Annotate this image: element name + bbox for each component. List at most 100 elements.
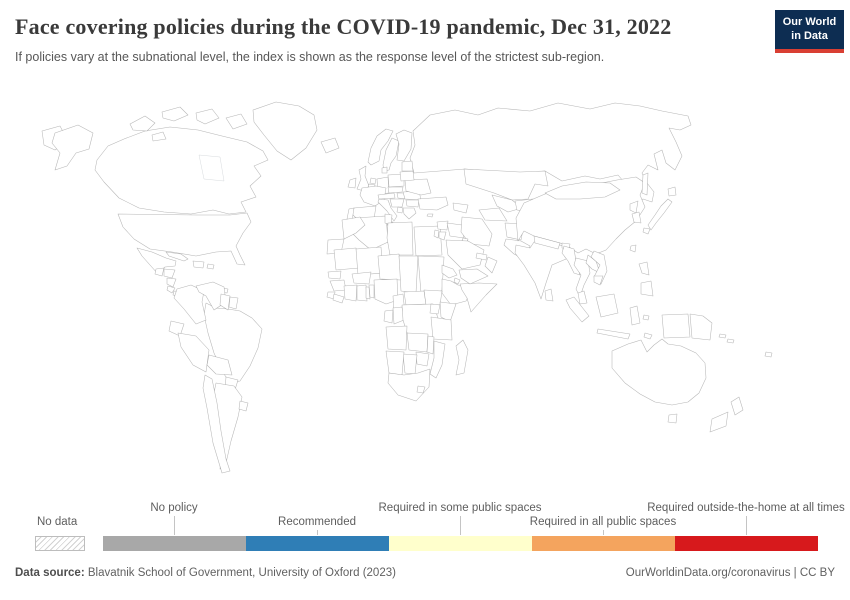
country-angola[interactable]	[385, 325, 408, 351]
country-saudi-arabia[interactable]	[445, 239, 485, 270]
country-jordan[interactable]	[438, 231, 447, 241]
country-russia[interactable]	[409, 102, 692, 203]
country-benin[interactable]	[368, 284, 375, 299]
country-venezuela[interactable]	[195, 281, 227, 311]
country-syria[interactable]	[436, 220, 449, 231]
country-greenland[interactable]	[252, 101, 318, 161]
country-uzbekistan[interactable]	[491, 194, 523, 213]
country-cambodia[interactable]	[593, 275, 604, 286]
country-sudan[interactable]	[417, 255, 445, 294]
owid-logo[interactable]: Our World in Data	[775, 10, 844, 53]
legend-segment-all-public[interactable]	[532, 536, 675, 551]
country-philippines-mindanao[interactable]	[640, 280, 654, 297]
country-sri-lanka[interactable]	[544, 288, 554, 302]
country-somalia[interactable]	[459, 282, 498, 313]
country-lesotho[interactable]	[416, 385, 426, 394]
country-canada-island[interactable]	[195, 108, 220, 125]
country-puerto-rico[interactable]	[206, 263, 215, 270]
country-ghana[interactable]	[356, 284, 368, 302]
country-nepal[interactable]	[533, 235, 561, 250]
country-togo[interactable]	[365, 286, 371, 300]
country-japan-kyushu[interactable]	[642, 227, 651, 235]
country-new-zealand-north[interactable]	[730, 396, 744, 416]
country-chad[interactable]	[398, 255, 419, 294]
country-canada-island[interactable]	[151, 131, 167, 142]
country-bulgaria[interactable]	[405, 199, 420, 208]
country-eritrea[interactable]	[441, 264, 458, 279]
country-mozambique[interactable]	[429, 340, 446, 379]
country-papua-new-guinea[interactable]	[689, 313, 713, 341]
country-car[interactable]	[403, 290, 427, 306]
country-russia-sakhalin[interactable]	[641, 172, 649, 196]
country-fiji[interactable]	[764, 351, 773, 358]
country-netherlands[interactable]	[369, 177, 377, 185]
legend-segment-outside-home[interactable]	[675, 536, 818, 551]
country-bolivia[interactable]	[206, 354, 233, 376]
country-indonesia-sumatra[interactable]	[565, 296, 590, 323]
country-zambia[interactable]	[406, 332, 429, 353]
country-usa-alaska[interactable]	[51, 124, 94, 171]
country-denmark[interactable]	[381, 166, 388, 174]
country-indonesia-maluku[interactable]	[642, 314, 650, 321]
country-nicaragua[interactable]	[166, 277, 177, 288]
country-solomon-islands[interactable]	[726, 338, 735, 344]
country-malaysia[interactable]	[577, 290, 588, 305]
country-morocco[interactable]	[341, 216, 366, 240]
country-alps[interactable]	[377, 192, 396, 200]
license-link[interactable]: OurWorldinData.org/coronavirus | CC BY	[625, 567, 835, 579]
country-honduras[interactable]	[163, 268, 176, 279]
country-canada-island[interactable]	[161, 106, 189, 122]
country-czechia-slovakia[interactable]	[387, 186, 404, 194]
country-peru[interactable]	[177, 332, 210, 373]
country-south-sudan[interactable]	[423, 289, 443, 306]
country-belarus[interactable]	[399, 170, 415, 182]
country-indonesia-sulawesi[interactable]	[629, 305, 641, 326]
country-kazakhstan[interactable]	[463, 168, 549, 201]
legend-segment-recommended[interactable]	[246, 536, 389, 551]
country-canada-island[interactable]	[129, 115, 156, 132]
country-solomon-islands[interactable]	[718, 333, 727, 339]
country-yemen[interactable]	[458, 268, 489, 285]
country-namibia[interactable]	[385, 350, 405, 376]
country-colombia[interactable]	[173, 284, 207, 325]
country-uruguay[interactable]	[238, 400, 249, 412]
country-mongolia[interactable]	[544, 181, 621, 200]
country-guyana[interactable]	[219, 293, 231, 311]
country-uganda[interactable]	[429, 303, 441, 315]
country-finland[interactable]	[395, 129, 413, 162]
country-mexico[interactable]	[136, 247, 177, 275]
country-djibouti[interactable]	[453, 277, 461, 285]
country-gulf-states[interactable]	[475, 252, 488, 261]
country-botswana[interactable]	[402, 353, 418, 375]
country-liberia[interactable]	[332, 293, 345, 304]
country-albania[interactable]	[396, 206, 404, 214]
country-canada[interactable]	[94, 126, 269, 215]
country-japan-honshu[interactable]	[647, 198, 673, 231]
country-norway[interactable]	[367, 128, 394, 166]
country-suriname[interactable]	[228, 296, 239, 310]
country-hispaniola[interactable]	[192, 260, 205, 269]
country-libya[interactable]	[386, 221, 414, 256]
country-new-zealand-south[interactable]	[709, 411, 729, 433]
country-nigeria[interactable]	[373, 278, 399, 305]
country-indonesia-borneo[interactable]	[595, 293, 619, 318]
country-tanzania[interactable]	[430, 316, 453, 341]
country-gabon[interactable]	[383, 309, 394, 324]
country-turkey[interactable]	[417, 196, 449, 211]
country-cuba[interactable]	[165, 251, 189, 262]
country-turkmenistan[interactable]	[478, 207, 508, 222]
country-niger[interactable]	[377, 253, 402, 281]
country-costa-rica[interactable]	[166, 285, 176, 294]
country-ireland[interactable]	[347, 177, 357, 189]
country-australia[interactable]	[611, 338, 707, 406]
country-senegal[interactable]	[327, 270, 342, 280]
country-baltics[interactable]	[401, 160, 414, 172]
country-caucasus[interactable]	[452, 202, 469, 214]
country-poland[interactable]	[387, 173, 405, 188]
country-india[interactable]	[514, 241, 571, 300]
country-west-balkans[interactable]	[389, 198, 405, 208]
country-zimbabwe[interactable]	[415, 351, 430, 367]
legend-segment-no-policy[interactable]	[103, 536, 246, 551]
country-canada-island[interactable]	[225, 113, 248, 130]
country-cyprus[interactable]	[426, 213, 434, 218]
